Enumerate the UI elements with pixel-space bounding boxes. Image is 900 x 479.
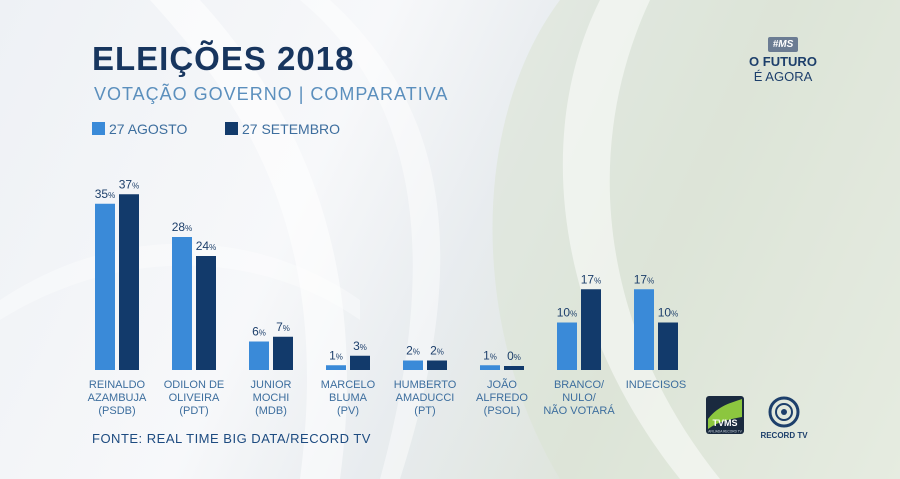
category-label-5-0: JOÃO <box>487 378 517 391</box>
category-label-0-0: REINALDO <box>89 379 146 391</box>
category-label-0-2: (PSDB) <box>98 405 135 417</box>
value-label-1-0: 35% <box>95 187 115 201</box>
bar-1-1 <box>172 237 192 370</box>
category-label-2-1: MOCHI <box>253 392 290 404</box>
category-label-7-0: INDECISOS <box>626 379 687 391</box>
bar-1-7 <box>634 289 654 370</box>
bar-1-2 <box>249 341 269 370</box>
bar-1-5 <box>480 365 500 370</box>
category-label-3-2: (PV) <box>337 405 359 417</box>
bar-1-4 <box>403 360 423 370</box>
chart-title: ELEIÇÕES 2018 <box>92 40 355 77</box>
bar-1-3 <box>326 365 346 370</box>
bar-2-6 <box>581 289 601 370</box>
value-label-2-2: 7% <box>276 320 290 334</box>
record-tv-logo: RECORD TV <box>760 396 808 440</box>
source-note: FONTE: REAL TIME BIG DATA/RECORD TV <box>92 431 371 446</box>
brand-hashtag: #MS <box>767 37 799 52</box>
category-label-6-0: BRANCO/ <box>554 379 605 391</box>
legend-label-series-1: 27 AGOSTO <box>109 121 188 137</box>
category-label-6-1: NULO/ <box>562 392 597 404</box>
bar-1-6 <box>557 322 577 370</box>
bar-2-1 <box>196 256 216 370</box>
bar-2-4 <box>427 360 447 370</box>
bar-2-7 <box>658 322 678 370</box>
tvms-logo-text: TVMS <box>712 418 737 428</box>
category-label-2-0: JUNIOR <box>251 379 292 391</box>
value-label-1-1: 28% <box>172 220 192 234</box>
legend-label-series-2: 27 SETEMBRO <box>242 121 341 137</box>
value-label-2-1: 24% <box>196 239 216 253</box>
category-label-0-1: AZAMBUJA <box>88 392 147 404</box>
value-label-1-4: 2% <box>406 344 420 358</box>
category-label-3-1: BLUMA <box>329 392 368 404</box>
value-label-2-3: 3% <box>353 339 367 353</box>
category-label-4-0: HUMBERTO <box>394 379 457 391</box>
value-label-2-7: 10% <box>658 306 678 320</box>
category-label-6-2: NÃO VOTARÁ <box>543 404 615 417</box>
category-label-3-0: MARCELO <box>321 379 376 391</box>
value-label-2-0: 37% <box>119 177 139 191</box>
value-label-1-7: 17% <box>634 272 654 286</box>
bar-2-5 <box>504 366 524 370</box>
value-label-1-3: 1% <box>329 348 343 362</box>
legend-swatch-series-2 <box>225 122 238 135</box>
tvms-logo-caption: AFILIADA RECORD TV <box>708 430 742 434</box>
value-label-2-5: 0% <box>507 349 521 363</box>
category-label-5-1: ALFREDO <box>476 392 528 404</box>
bar-2-2 <box>273 336 293 370</box>
category-label-4-1: AMADUCCI <box>396 392 455 404</box>
category-label-2-2: (MDB) <box>255 405 287 417</box>
bar-2-3 <box>350 355 370 370</box>
category-label-1-0: ODILON DE <box>164 379 225 391</box>
value-label-1-5: 1% <box>483 348 497 362</box>
brand-line-2: É AGORA <box>753 69 813 84</box>
category-label-1-1: OLIVEIRA <box>169 392 220 404</box>
record-tv-logo-text: RECORD TV <box>760 431 808 440</box>
category-label-4-2: (PT) <box>414 405 435 417</box>
brand-block: #MS O FUTURO É AGORA <box>733 34 833 84</box>
legend-swatch-series-1 <box>92 122 105 135</box>
value-label-1-2: 6% <box>252 325 266 339</box>
chart-subtitle: VOTAÇÃO GOVERNO | COMPARATIVA <box>94 84 449 104</box>
tvms-logo: TVMS AFILIADA RECORD TV <box>706 396 744 434</box>
bar-2-0 <box>119 194 139 370</box>
category-label-1-2: (PDT) <box>179 405 208 417</box>
value-label-2-6: 17% <box>581 272 601 286</box>
value-label-1-6: 10% <box>557 306 577 320</box>
bar-1-0 <box>95 203 115 370</box>
category-label-5-2: (PSOL) <box>484 405 521 417</box>
value-label-2-4: 2% <box>430 344 444 358</box>
brand-line-1: O FUTURO <box>749 54 817 69</box>
